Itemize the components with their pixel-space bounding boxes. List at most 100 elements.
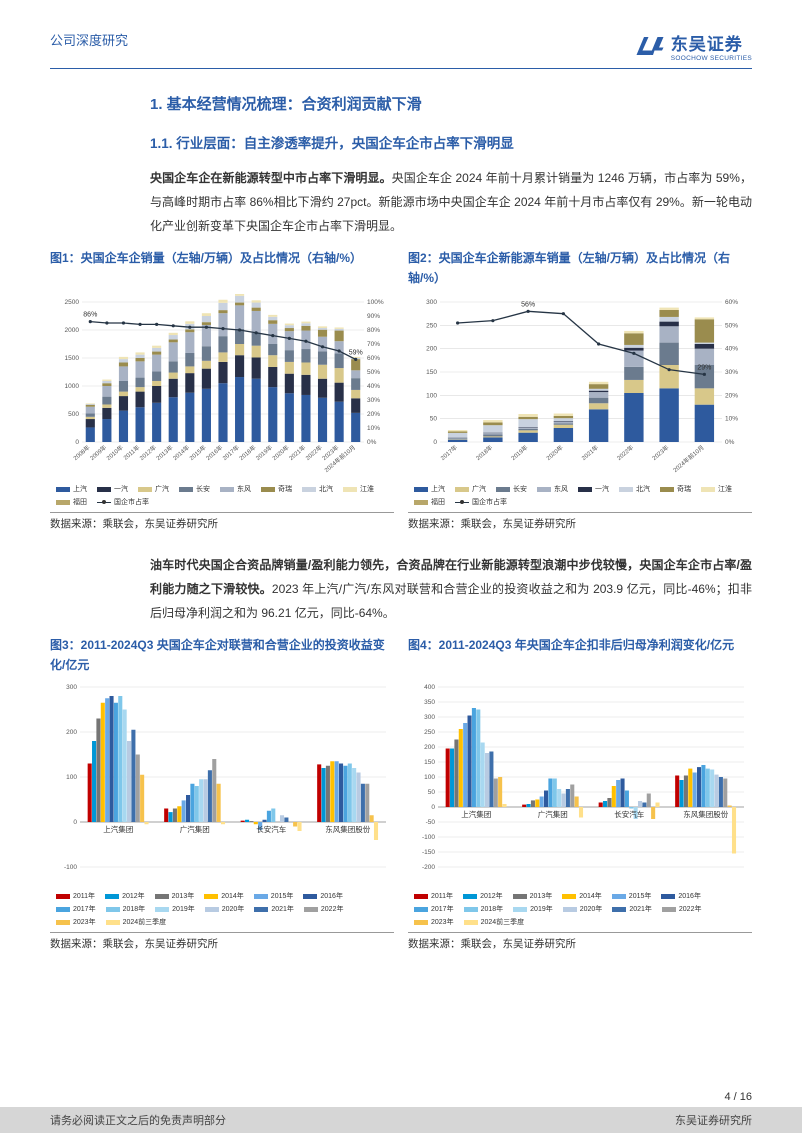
legend-item: 一汽: [578, 484, 609, 494]
svg-text:2014年: 2014年: [171, 443, 191, 462]
legend-item: 2022年: [304, 904, 344, 914]
fig2-chart: 0501001502002503000%10%20%30%40%50%60%20…: [408, 294, 752, 474]
fig1-source: 数据来源：乘联会，东吴证券研究所: [50, 512, 394, 531]
svg-text:50: 50: [428, 789, 436, 796]
svg-text:广汽集团: 广汽集团: [180, 824, 210, 834]
svg-text:80%: 80%: [367, 327, 380, 334]
svg-text:2000: 2000: [65, 327, 80, 334]
legend-item: 2018年: [464, 904, 504, 914]
fig1-chart: 050010001500200025000%10%20%30%40%50%60%…: [50, 294, 394, 474]
svg-text:500: 500: [68, 411, 79, 418]
svg-text:2015年: 2015年: [188, 443, 208, 462]
svg-text:56%: 56%: [521, 301, 535, 308]
svg-text:-100: -100: [64, 864, 77, 871]
fig3-chart: -1000100200300上汽集团广汽集团长安汽车东风集团股份: [50, 681, 394, 881]
svg-text:2017年: 2017年: [221, 443, 241, 462]
svg-text:2019年: 2019年: [509, 443, 529, 462]
svg-text:上汽集团: 上汽集团: [461, 809, 491, 819]
fig2-title: 图2：央国企车企新能源车销量（左轴/万辆）及占比情况（右轴/%）: [408, 248, 752, 290]
legend-item: 2023年: [414, 917, 454, 927]
legend-item: 东风: [220, 484, 251, 494]
logo-text-cn: 东吴证券: [671, 30, 752, 55]
svg-text:100: 100: [66, 774, 77, 781]
legend-item: 东风: [537, 484, 568, 494]
svg-text:2020年: 2020年: [271, 443, 291, 462]
fig3-source: 数据来源：乘联会，东吴证券研究所: [50, 932, 394, 951]
legend-item: 2014年: [562, 891, 602, 901]
svg-text:上汽集团: 上汽集团: [103, 824, 133, 834]
svg-text:300: 300: [66, 684, 77, 691]
svg-text:100: 100: [426, 392, 437, 399]
legend-item: 2016年: [661, 891, 701, 901]
svg-text:2010年: 2010年: [105, 443, 125, 462]
legend-item: 2013年: [155, 891, 195, 901]
svg-text:0%: 0%: [725, 439, 735, 446]
svg-text:60%: 60%: [725, 299, 738, 306]
figure-row-1: 图1：央国企车企销量（左轴/万辆）及占比情况（右轴/%） 05001000150…: [50, 248, 752, 531]
svg-text:2018年: 2018年: [474, 443, 494, 462]
fig1-title: 图1：央国企车企销量（左轴/万辆）及占比情况（右轴/%）: [50, 248, 394, 290]
svg-text:300: 300: [424, 714, 435, 721]
legend-item: 2015年: [612, 891, 652, 901]
legend-item: 2020年: [205, 904, 245, 914]
legend-item: 2022年: [662, 904, 702, 914]
heading-1: 1. 基本经营情况梳理：合资利润贡献下滑: [150, 93, 752, 114]
svg-text:40%: 40%: [725, 346, 738, 353]
fig3-title: 图3：2011-2024Q3 央国企车企对联营和合营企业的投资收益变化/亿元: [50, 635, 394, 677]
legend-item: 长安: [496, 484, 527, 494]
legend-item: 2020年: [563, 904, 603, 914]
legend-item: 2024前三季度: [464, 917, 525, 927]
svg-text:2017年: 2017年: [439, 443, 459, 462]
svg-text:2008年: 2008年: [72, 443, 92, 462]
legend-item: 2012年: [463, 891, 503, 901]
svg-text:2021年: 2021年: [580, 443, 600, 462]
svg-text:2009年: 2009年: [88, 443, 108, 462]
fig1-legend: 上汽一汽广汽长安东风奇瑞北汽江淮福田国企市占率: [50, 481, 394, 510]
footer-disclaimer: 请务必阅读正文之后的免责声明部分: [50, 1112, 226, 1128]
page-header: 公司深度研究 东吴证券 SOOCHOW SECURITIES: [50, 30, 752, 62]
svg-text:200: 200: [426, 346, 437, 353]
fig3-legend: 2011年2012年2013年2014年2015年2016年2017年2018年…: [50, 888, 394, 930]
legend-item: 长安: [179, 484, 210, 494]
header-rule: [50, 68, 752, 69]
logo-text-en: SOOCHOW SECURITIES: [671, 55, 752, 62]
svg-text:40%: 40%: [367, 383, 380, 390]
svg-text:2024年前10月: 2024年前10月: [671, 443, 705, 474]
svg-text:0: 0: [73, 819, 77, 826]
fig4-title: 图4：2011-2024Q3 年央国企车企扣非后归母净利润变化/亿元: [408, 635, 752, 677]
svg-text:300: 300: [426, 299, 437, 306]
svg-text:2021年: 2021年: [287, 443, 307, 462]
svg-text:29%: 29%: [697, 364, 711, 371]
svg-text:-50: -50: [426, 819, 436, 826]
legend-item: 2013年: [513, 891, 553, 901]
svg-text:150: 150: [426, 369, 437, 376]
main-content: 1. 基本经营情况梳理：合资利润贡献下滑 1.1. 行业层面：自主渗透率提升，央…: [50, 93, 752, 238]
legend-item: 2015年: [254, 891, 294, 901]
footer-pre: 4 / 16: [0, 1085, 802, 1107]
figure-1: 图1：央国企车企销量（左轴/万辆）及占比情况（右轴/%） 05001000150…: [50, 248, 394, 531]
legend-item: 2011年: [56, 891, 95, 901]
svg-text:2022年: 2022年: [615, 443, 635, 462]
svg-text:长安汽车: 长安汽车: [614, 809, 644, 819]
legend-item: 2016年: [303, 891, 343, 901]
fig4-source: 数据来源：乘联会，东吴证券研究所: [408, 932, 752, 951]
svg-text:东风集团股份: 东风集团股份: [683, 809, 728, 819]
svg-text:250: 250: [424, 729, 435, 736]
legend-item: 2023年: [56, 917, 96, 927]
legend-item: 广汽: [455, 484, 486, 494]
legend-item: 2012年: [105, 891, 145, 901]
svg-text:0: 0: [75, 439, 79, 446]
svg-text:2019年: 2019年: [254, 443, 274, 462]
svg-text:0: 0: [431, 804, 435, 811]
svg-text:2500: 2500: [65, 299, 80, 306]
legend-item: 2019年: [155, 904, 195, 914]
legend-item: 福田: [56, 497, 87, 507]
svg-text:200: 200: [424, 744, 435, 751]
legend-item-line: 国企市占率: [455, 497, 507, 507]
footer-bar: 请务必阅读正文之后的免责声明部分 东吴证券研究所: [0, 1107, 802, 1133]
svg-text:70%: 70%: [367, 341, 380, 348]
legend-item: 江淮: [701, 484, 732, 494]
legend-item: 2019年: [513, 904, 553, 914]
svg-text:2022年: 2022年: [304, 443, 324, 462]
legend-item: 福田: [414, 497, 445, 507]
